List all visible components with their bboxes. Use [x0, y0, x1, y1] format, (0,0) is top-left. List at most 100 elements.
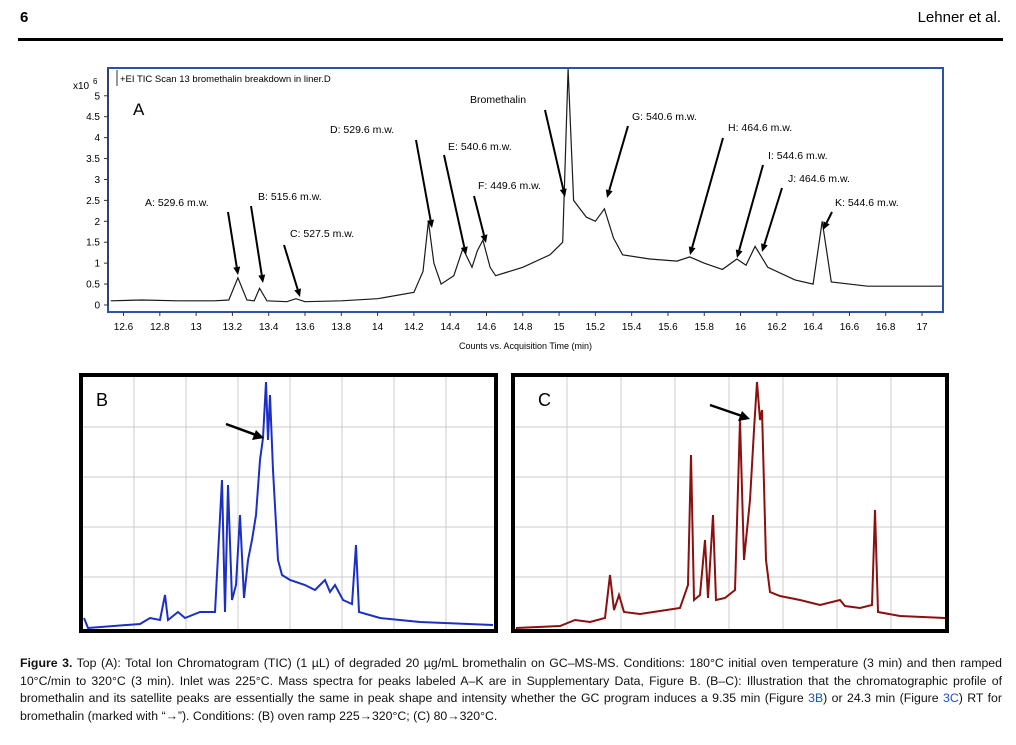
panel-grid [83, 377, 494, 629]
arrowhead [738, 411, 750, 421]
x-tick-label: 15 [554, 322, 566, 333]
annotation: D: 529.6 m.w. [330, 124, 394, 136]
annotation-arrow [443, 154, 466, 248]
x-tick-label: 14.2 [404, 322, 424, 333]
y-tick-label: 4.5 [86, 112, 100, 123]
header-rule [18, 38, 1003, 41]
annotation: A: 529.6 m.w. [145, 197, 209, 209]
arrowhead [605, 189, 613, 198]
caption: Figure 3. Top (A): Total Ion Chromatogra… [20, 655, 1002, 725]
x-tick-label: 15.2 [586, 322, 606, 333]
arrow [225, 422, 257, 437]
x-axis-label: Counts vs. Acquisition Time (min) [459, 341, 592, 351]
figure-link[interactable]: 3B [808, 691, 824, 705]
arrowhead [460, 246, 468, 255]
arrow [709, 403, 743, 418]
y-tick-label: 0.5 [86, 280, 100, 291]
annotation: J: 464.6 m.w. [788, 173, 850, 185]
x-tick-label: 16.8 [876, 322, 896, 333]
x-tick-label: 14.8 [513, 322, 533, 333]
panel-label: A [133, 100, 145, 119]
x-tick-label: 16.2 [767, 322, 787, 333]
annotation-arrow [825, 211, 833, 224]
trace [83, 381, 494, 630]
x-tick-label: 13.6 [295, 322, 315, 333]
annotation: H: 464.6 m.w. [728, 122, 792, 134]
annotation: Bromethalin [470, 94, 526, 106]
panel-frame [79, 373, 498, 633]
x-tick-label: 16.4 [803, 322, 823, 333]
arrowhead [480, 234, 488, 243]
annotation-arrow [544, 109, 565, 190]
x-tick-label: 15.6 [658, 322, 678, 333]
annotation: I: 544.6 m.w. [768, 150, 828, 162]
page-number: 6 [20, 9, 28, 26]
annotation-arrow [283, 244, 299, 290]
x-tick-label: 13.4 [259, 322, 279, 333]
arrowhead [559, 188, 567, 197]
arrowhead [258, 274, 266, 283]
x-tick-label: 14.4 [440, 322, 460, 333]
caption-text: ) RT for bromethalin (marked with “→”). … [20, 691, 1002, 723]
annotation-arrow [691, 137, 724, 248]
panel-b: B [79, 373, 498, 633]
figure: 6 Lehner et al. B C 0 0.5 1 1.5 2 2.5 3 3.5 4 4.5… [18, 9, 1003, 633]
annotation-arrow [608, 125, 629, 191]
x-tick-label: 12.6 [114, 322, 134, 333]
series-line [110, 69, 942, 303]
arrowhead [427, 219, 435, 228]
arrowhead [688, 246, 696, 255]
annotation: E: 540.6 m.w. [448, 141, 512, 153]
y-tick-label: 5 [94, 91, 100, 102]
x-tick-label: 12.8 [150, 322, 170, 333]
annotation-arrow [763, 187, 783, 245]
annotation: B: 515.6 m.w. [258, 191, 322, 203]
annotation: C: 527.5 m.w. [290, 228, 354, 240]
arrowhead [735, 249, 743, 258]
annotation: F: 449.6 m.w. [478, 180, 541, 192]
y-tick-label: 3 [94, 175, 100, 186]
y-tick-label: 3.5 [86, 154, 100, 165]
annotation-arrow [250, 205, 263, 276]
x-tick-label: 17 [916, 322, 928, 333]
x-tick-label: 13.8 [332, 322, 352, 333]
chart-title: +EI TIC Scan 13 bromethalin breakdown in… [120, 74, 331, 85]
caption-text: ) or 24.3 min (Figure [823, 691, 944, 705]
x-tick-label: 14.6 [477, 322, 497, 333]
x-tick-label: 16 [735, 322, 747, 333]
y-tick-label: 0 [94, 301, 100, 312]
panel-frame [511, 373, 949, 633]
annotation: G: 540.6 m.w. [632, 111, 697, 123]
y-tick-label: 4 [94, 133, 100, 144]
panel-label: B [96, 390, 108, 410]
annotation: K: 544.6 m.w. [835, 197, 899, 209]
y-tick-label: 1 [94, 259, 100, 270]
x-tick-label: 15.8 [695, 322, 715, 333]
caption-label: Figure 3. [20, 656, 73, 670]
arrowhead [823, 221, 830, 230]
panel-label: C [538, 390, 551, 410]
y-unit: x10 [73, 81, 90, 92]
y-tick-label: 2 [94, 217, 100, 228]
arrowhead [761, 243, 768, 252]
arrowhead [252, 430, 264, 440]
trace [515, 381, 946, 629]
plot-frame [107, 67, 944, 313]
x-tick-label: 13.2 [223, 322, 243, 333]
x-tick-label: 16.6 [840, 322, 860, 333]
annotation-arrow [738, 164, 764, 251]
annotation-arrow [227, 211, 238, 268]
figure-link[interactable]: 3C [943, 691, 959, 705]
authors: Lehner et al. [918, 9, 1001, 26]
x-tick-label: 13 [191, 322, 203, 333]
caption-text: Top (A): Total Ion Chromatogram (TIC) (1… [20, 656, 1002, 705]
annotation-arrow [473, 195, 485, 236]
y-tick-label: 1.5 [86, 238, 100, 249]
arrowhead [294, 288, 301, 297]
y-tick-label: 2.5 [86, 196, 100, 207]
x-tick-label: 14 [372, 322, 384, 333]
x-tick-label: 15.4 [622, 322, 642, 333]
annotation-arrow [415, 139, 432, 221]
arrowhead [233, 266, 241, 275]
